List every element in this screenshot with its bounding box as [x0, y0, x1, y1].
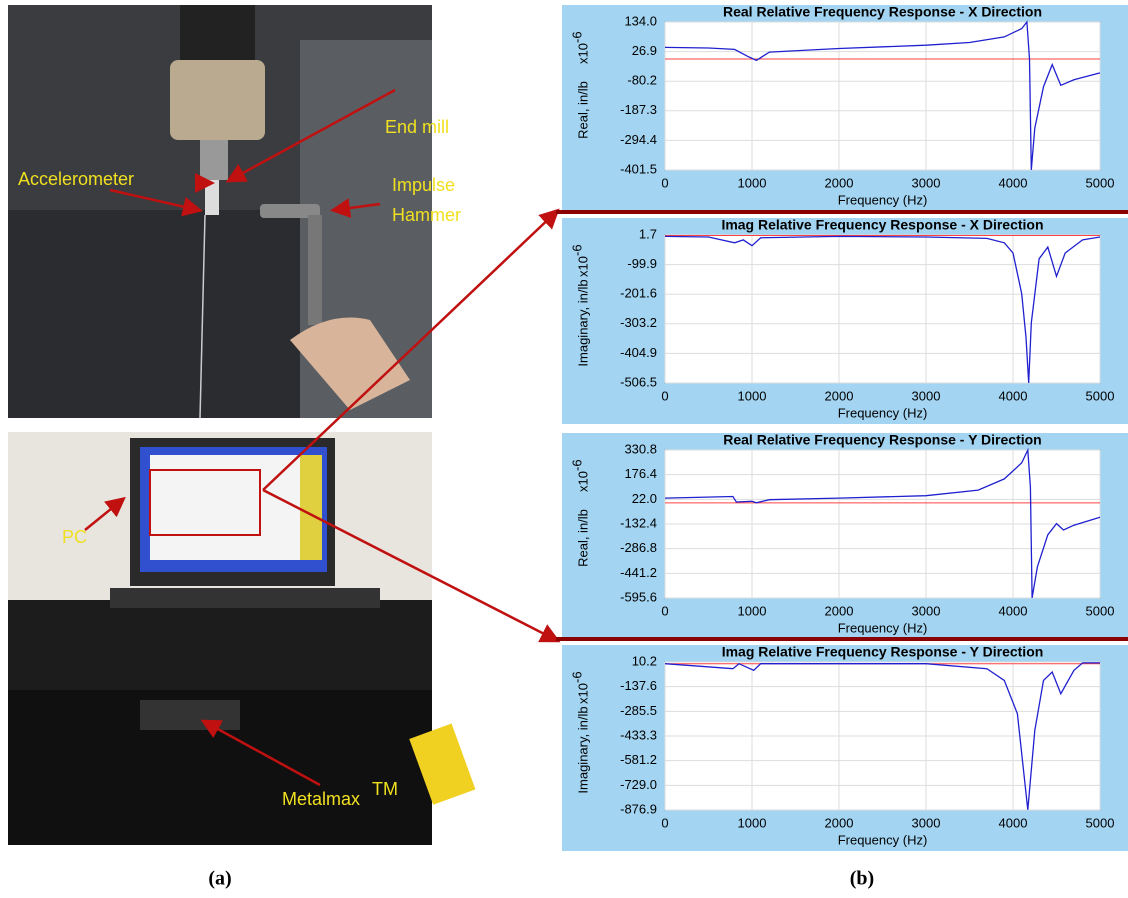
y-tick-label: -506.5 [620, 374, 657, 389]
label-pc: PC [62, 527, 87, 547]
y-tick-label: -433.3 [620, 727, 657, 742]
y-tick-label: 330.8 [624, 441, 657, 456]
y-multiplier: x10 [575, 256, 590, 277]
x-tick-label: 5000 [1086, 603, 1115, 618]
x-tick-label: 5000 [1086, 388, 1115, 403]
y-axis-label: Real, in/lb [575, 81, 590, 139]
x-tick-label: 1000 [738, 603, 767, 618]
x-tick-label: 0 [661, 603, 668, 618]
charts: Real Relative Frequency Response - X Dir… [556, 4, 1128, 851]
x-tick-label: 3000 [912, 388, 941, 403]
label-end-mill: End mill [385, 117, 449, 137]
x-tick-label: 4000 [999, 388, 1028, 403]
x-axis-label: Frequency (Hz) [838, 192, 928, 207]
photo-machine [8, 5, 432, 418]
x-tick-label: 3000 [912, 815, 941, 830]
y-tick-label: 10.2 [632, 653, 657, 668]
x-tick-label: 5000 [1086, 815, 1115, 830]
y-tick-label: 1.7 [639, 226, 657, 241]
y-tick-label: -285.5 [620, 703, 657, 718]
y-multiplier: x10 [575, 471, 590, 492]
x-tick-label: 4000 [999, 603, 1028, 618]
y-tick-label: -187.3 [620, 102, 657, 117]
chart-title: Real Relative Frequency Response - X Dir… [723, 4, 1042, 20]
y-tick-label: -80.2 [627, 73, 657, 88]
y-multiplier: x10 [575, 683, 590, 704]
x-tick-label: 4000 [999, 815, 1028, 830]
x-tick-label: 0 [661, 388, 668, 403]
y-axis-label: Imaginary, in/lb [575, 279, 590, 366]
y-tick-label: -729.0 [620, 777, 657, 792]
y-tick-label: -132.4 [620, 515, 657, 530]
y-axis-label: Real, in/lb [575, 509, 590, 567]
panel-label: (a) [208, 868, 231, 890]
x-tick-label: 2000 [825, 603, 854, 618]
x-tick-label: 5000 [1086, 175, 1115, 190]
x-tick-label: 2000 [825, 388, 854, 403]
y-tick-label: -99.9 [627, 256, 657, 271]
photo-setup [8, 432, 475, 845]
plot-area [665, 22, 1100, 170]
x-tick-label: 1000 [738, 815, 767, 830]
chart-title: Real Relative Frequency Response - Y Dir… [723, 432, 1042, 448]
y-tick-label: -137.6 [620, 678, 657, 693]
x-axis-label: Frequency (Hz) [838, 620, 928, 635]
y-multiplier: x10 [575, 43, 590, 64]
y-tick-label: -294.4 [620, 132, 657, 147]
x-tick-label: 2000 [825, 175, 854, 190]
y-axis-label: Imaginary, in/lb [575, 706, 590, 793]
x-tick-label: 0 [661, 815, 668, 830]
figure: End mill Accelerometer Impulse Hammer PC… [0, 0, 1128, 898]
y-tick-label: -876.9 [620, 801, 657, 816]
x-tick-label: 1000 [738, 388, 767, 403]
label-trademark: TM [372, 779, 398, 799]
y-tick-label: -303.2 [620, 315, 657, 330]
label-hammer: Hammer [392, 205, 461, 225]
x-tick-label: 2000 [825, 815, 854, 830]
label-metalmax: Metalmax [282, 789, 360, 809]
y-tick-label: 176.4 [624, 466, 657, 481]
y-tick-label: 22.0 [632, 491, 657, 506]
label-accelerometer: Accelerometer [18, 169, 134, 189]
chart-title: Imag Relative Frequency Response - X Dir… [721, 217, 1043, 233]
separator [556, 637, 1128, 641]
chart-title: Imag Relative Frequency Response - Y Dir… [722, 644, 1044, 660]
plot-area [665, 235, 1100, 383]
separator [556, 210, 1128, 214]
y-tick-label: -581.2 [620, 752, 657, 767]
y-tick-label: -201.6 [620, 286, 657, 301]
y-tick-label: -401.5 [620, 161, 657, 176]
y-multiplier-exponent: -6 [569, 31, 584, 43]
y-tick-label: -404.9 [620, 345, 657, 360]
label-impulse: Impulse [392, 175, 455, 195]
x-tick-label: 0 [661, 175, 668, 190]
y-multiplier-exponent: -6 [569, 671, 584, 683]
y-tick-label: 26.9 [632, 43, 657, 58]
x-tick-label: 4000 [999, 175, 1028, 190]
y-tick-label: -441.2 [620, 565, 657, 580]
panel-label: (b) [850, 868, 874, 890]
x-axis-label: Frequency (Hz) [838, 832, 928, 847]
x-tick-label: 1000 [738, 175, 767, 190]
y-tick-label: 134.0 [624, 13, 657, 28]
x-tick-label: 3000 [912, 175, 941, 190]
y-multiplier-exponent: -6 [569, 459, 584, 471]
y-multiplier-exponent: -6 [569, 244, 584, 256]
x-axis-label: Frequency (Hz) [838, 405, 928, 420]
x-tick-label: 3000 [912, 603, 941, 618]
y-tick-label: -286.8 [620, 540, 657, 555]
y-tick-label: -595.6 [620, 589, 657, 604]
